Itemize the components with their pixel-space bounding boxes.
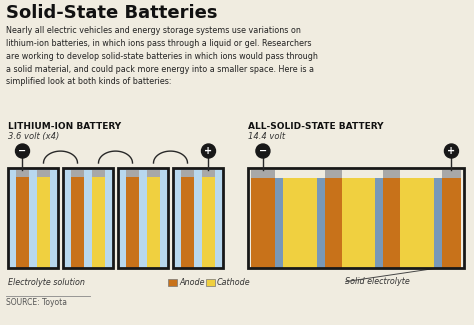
- Text: 14.4 volt: 14.4 volt: [248, 132, 285, 141]
- Bar: [173, 168, 223, 268]
- Bar: [248, 168, 464, 268]
- Bar: [400, 178, 417, 268]
- Bar: [375, 178, 383, 268]
- Text: Electrolyte solution: Electrolyte solution: [8, 278, 85, 287]
- Bar: [300, 178, 317, 268]
- Bar: [71, 174, 84, 268]
- Bar: [8, 168, 58, 268]
- Bar: [202, 170, 215, 177]
- Bar: [325, 178, 342, 268]
- Text: 3.6 volt (x4): 3.6 volt (x4): [8, 132, 59, 141]
- Bar: [126, 170, 139, 177]
- Text: Nearly all electric vehicles and energy storage systems use variations on
lithiu: Nearly all electric vehicles and energy …: [6, 26, 318, 86]
- Text: LITHIUM-ION BATTERY: LITHIUM-ION BATTERY: [8, 122, 121, 131]
- Bar: [248, 168, 464, 268]
- Bar: [118, 168, 168, 268]
- Text: −: −: [18, 146, 27, 156]
- Bar: [342, 178, 358, 268]
- Bar: [275, 178, 283, 268]
- Circle shape: [256, 144, 270, 158]
- Bar: [325, 170, 342, 178]
- Bar: [383, 178, 400, 268]
- Bar: [283, 178, 300, 268]
- Bar: [417, 178, 434, 268]
- Bar: [206, 279, 215, 286]
- Bar: [8, 168, 58, 268]
- Bar: [202, 174, 215, 268]
- Text: ALL-SOLID-STATE BATTERY: ALL-SOLID-STATE BATTERY: [248, 122, 383, 131]
- Text: −: −: [259, 146, 267, 156]
- Bar: [168, 279, 177, 286]
- Text: +: +: [447, 146, 456, 156]
- Bar: [92, 170, 105, 177]
- Bar: [118, 168, 168, 268]
- Bar: [147, 170, 160, 177]
- Bar: [71, 170, 84, 177]
- Bar: [92, 174, 105, 268]
- Text: Solid-State Batteries: Solid-State Batteries: [6, 4, 218, 22]
- Circle shape: [445, 144, 458, 158]
- Bar: [147, 174, 160, 268]
- Bar: [63, 168, 113, 268]
- Bar: [251, 178, 275, 268]
- Bar: [358, 178, 375, 268]
- Bar: [63, 168, 113, 268]
- Bar: [181, 170, 194, 177]
- Bar: [126, 174, 139, 268]
- Bar: [16, 170, 29, 177]
- Circle shape: [16, 144, 29, 158]
- Bar: [434, 178, 442, 268]
- Bar: [442, 170, 461, 178]
- Bar: [37, 174, 50, 268]
- Text: +: +: [204, 146, 212, 156]
- Bar: [383, 170, 400, 178]
- Bar: [317, 178, 325, 268]
- Text: Cathode: Cathode: [217, 278, 251, 287]
- Bar: [16, 174, 29, 268]
- Bar: [251, 170, 275, 178]
- Text: Solid electrolyte: Solid electrolyte: [345, 278, 410, 287]
- Bar: [173, 168, 223, 268]
- Bar: [37, 170, 50, 177]
- Bar: [442, 178, 461, 268]
- Circle shape: [201, 144, 216, 158]
- Bar: [181, 174, 194, 268]
- Text: SOURCE: Toyota: SOURCE: Toyota: [6, 298, 67, 307]
- Text: Anode: Anode: [179, 278, 204, 287]
